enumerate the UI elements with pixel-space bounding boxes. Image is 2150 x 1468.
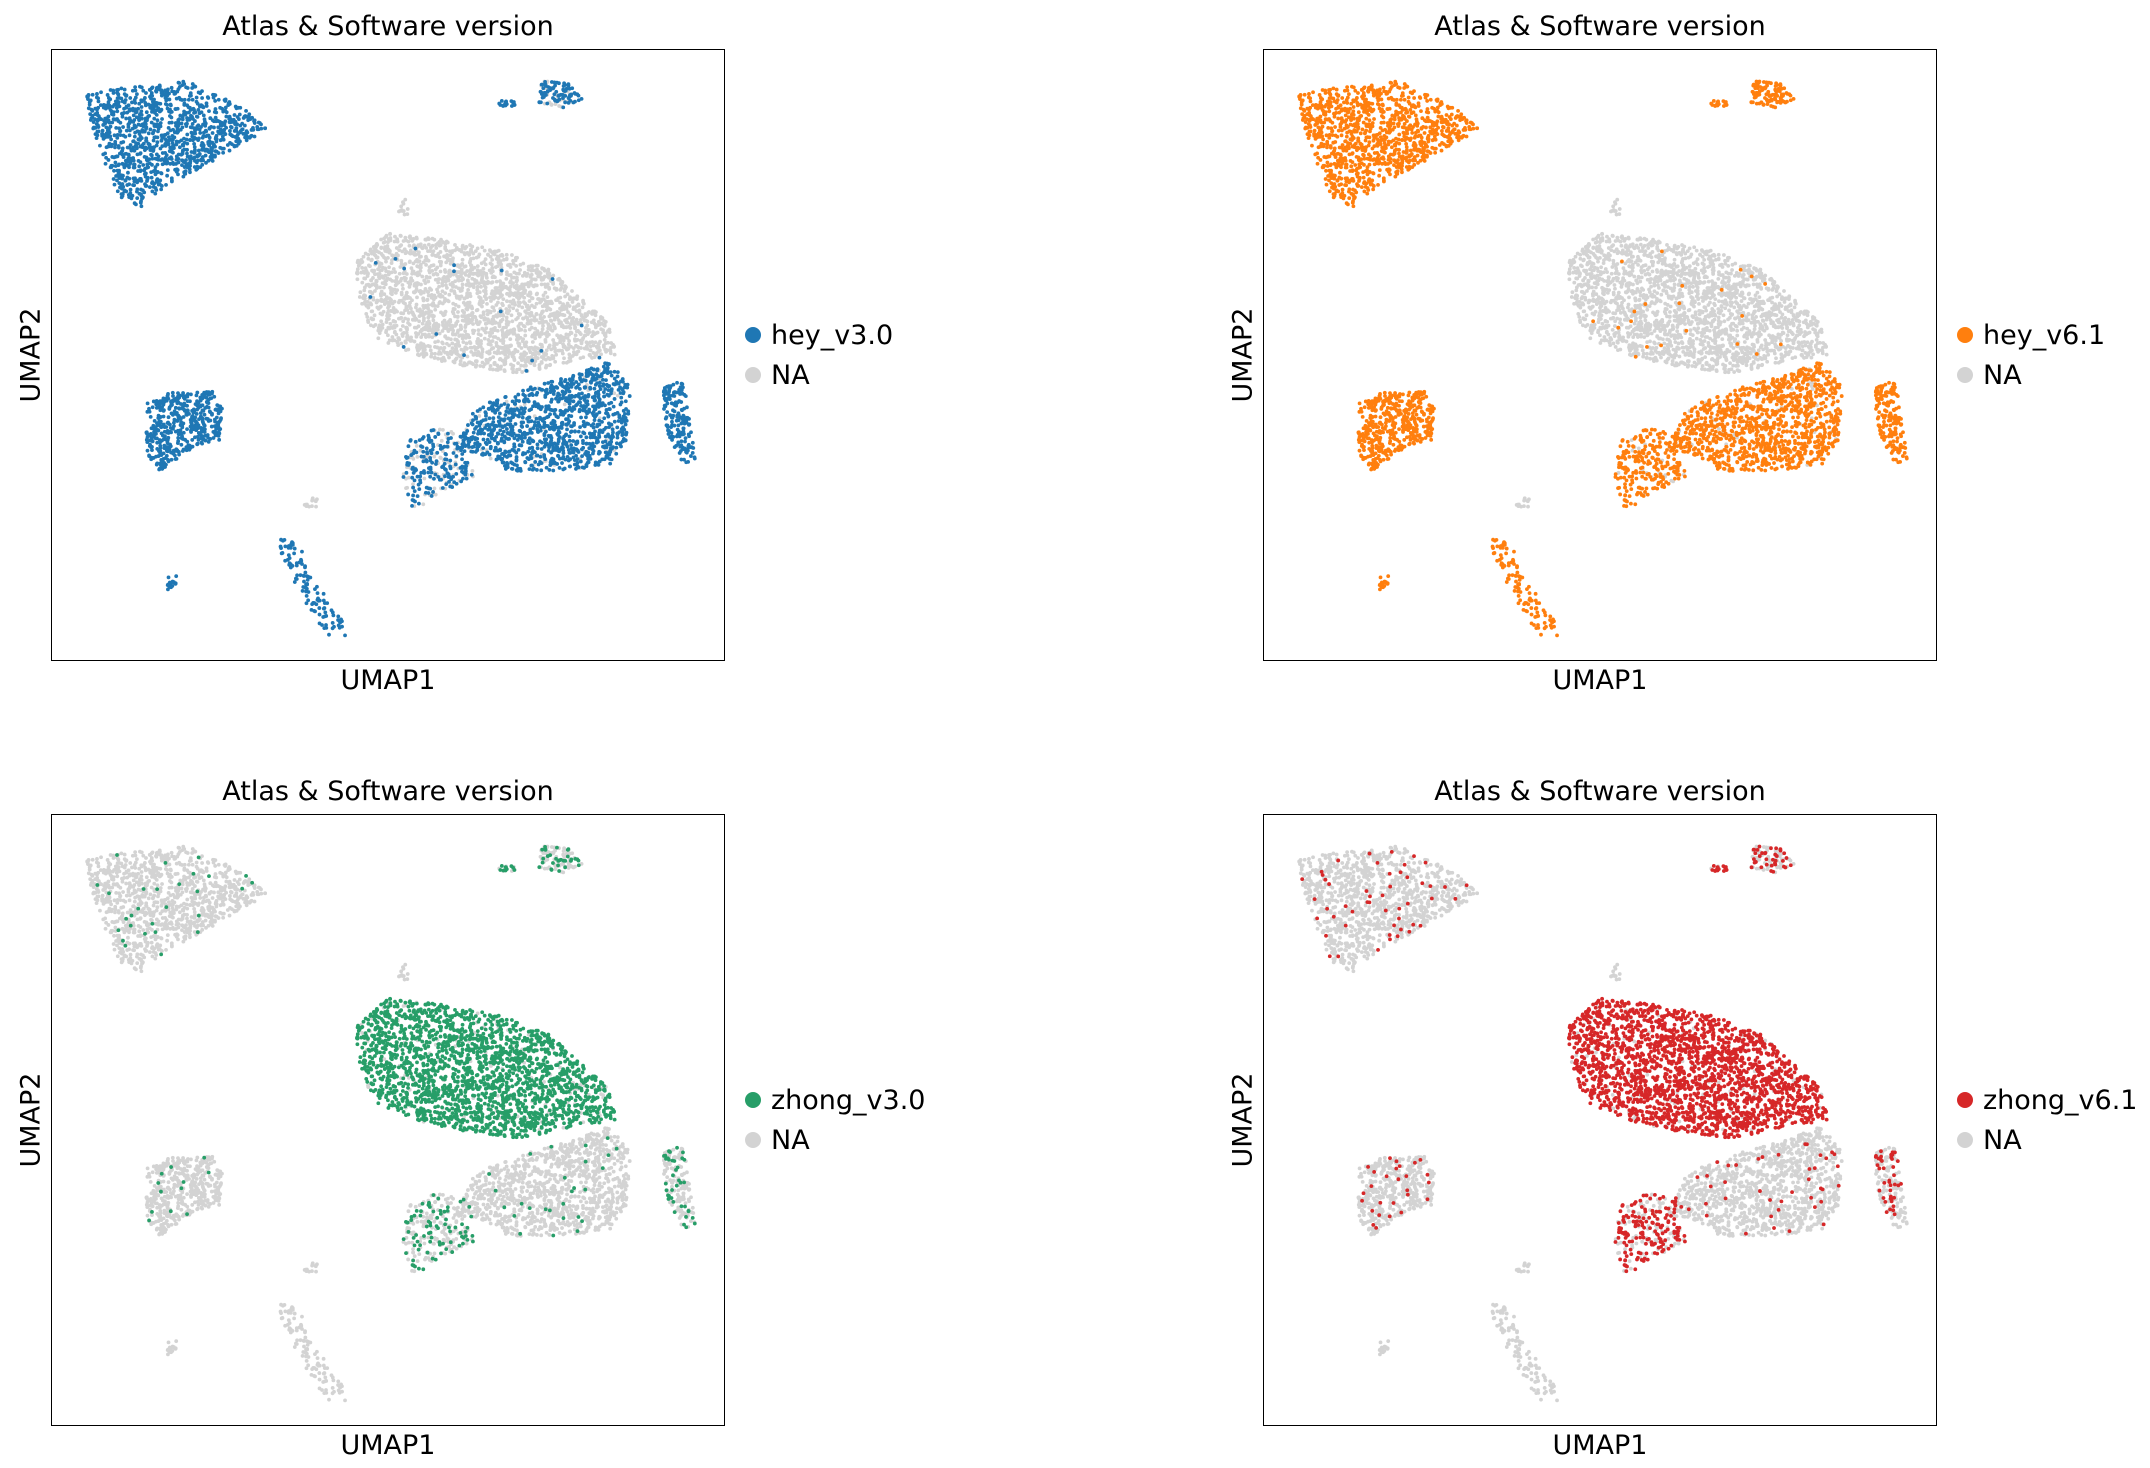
legend-label-highlight: hey_v6.1 [1983,320,2105,351]
legend-marker-na [745,1132,761,1148]
plot-area [1263,814,1937,1426]
legend-marker-na [1957,1132,1973,1148]
plot-area [51,814,725,1426]
chart-title: Atlas & Software version [1434,11,1765,42]
legend-item-na: NA [745,355,893,395]
legend-marker-na [745,367,761,383]
chart-title: Atlas & Software version [222,11,553,42]
y-axis-label: UMAP2 [16,308,47,403]
legend-item-na: NA [1957,355,2105,395]
legend-marker-highlight [745,1092,761,1108]
y-axis-label: UMAP2 [1228,308,1259,403]
y-axis-label: UMAP2 [1228,1073,1259,1168]
legend-label-na: NA [771,360,810,391]
x-axis-label: UMAP1 [341,1430,436,1461]
legend-item-highlight: zhong_v3.0 [745,1080,925,1120]
legend: hey_v3.0 NA [745,315,893,395]
highlight-points [1297,79,1909,638]
legend-marker-highlight [745,327,761,343]
highlight-points [85,79,697,638]
legend-label-na: NA [1983,1125,2022,1156]
plot-area [51,49,725,661]
highlight-points [95,845,697,1272]
legend-item-na: NA [745,1120,925,1160]
legend: zhong_v3.0 NA [745,1080,925,1160]
highlight-points [1300,844,1903,1274]
legend-label-highlight: hey_v3.0 [771,320,893,351]
chart-title: Atlas & Software version [222,776,553,807]
chart-title: Atlas & Software version [1434,776,1765,807]
y-axis-label: UMAP2 [16,1073,47,1168]
legend: zhong_v6.1 NA [1957,1080,2137,1160]
na-points [1297,844,1909,1403]
plot-area [1263,49,1937,661]
scatter-plot [1297,79,1909,638]
legend-label-highlight: zhong_v6.1 [1983,1085,2137,1116]
legend-marker-highlight [1957,327,1973,343]
na-points [85,844,697,1403]
legend-item-highlight: hey_v6.1 [1957,315,2105,355]
x-axis-label: UMAP1 [1553,1430,1648,1461]
scatter-plot [85,844,697,1403]
legend-marker-highlight [1957,1092,1973,1108]
x-axis-label: UMAP1 [341,665,436,696]
x-axis-label: UMAP1 [1553,665,1648,696]
legend-item-highlight: zhong_v6.1 [1957,1080,2137,1120]
legend-marker-na [1957,367,1973,383]
na-points [1514,197,1838,509]
legend-item-na: NA [1957,1120,2137,1160]
na-points [302,79,624,509]
legend-label-na: NA [1983,360,2022,391]
scatter-plot [85,79,697,638]
legend-label-na: NA [771,1125,810,1156]
legend: hey_v6.1 NA [1957,315,2105,395]
legend-item-highlight: hey_v3.0 [745,315,893,355]
scatter-plot [1297,844,1909,1403]
legend-label-highlight: zhong_v3.0 [771,1085,925,1116]
